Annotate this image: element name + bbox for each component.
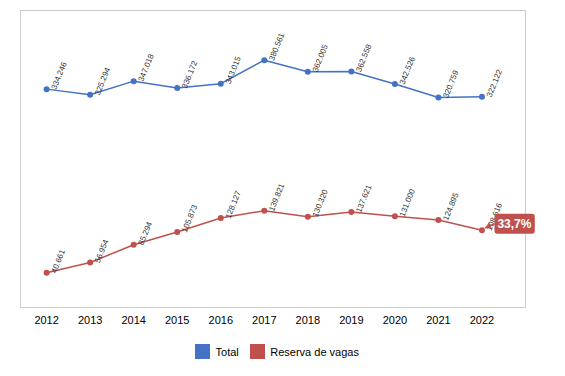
svg-text:85.294: 85.294 [137,220,155,247]
svg-text:362.558: 362.558 [354,42,373,73]
svg-text:320.759: 320.759 [441,69,460,100]
svg-text:2013: 2013 [78,314,102,326]
svg-text:2020: 2020 [383,314,407,326]
svg-text:347.018: 347.018 [137,52,156,83]
svg-text:334.246: 334.246 [50,60,69,91]
svg-text:105.873: 105.873 [180,203,199,234]
svg-text:2017: 2017 [252,314,276,326]
html-text:Total: Total [215,345,239,358]
svg-text:380.561: 380.561 [267,31,286,62]
svg-text:342.526: 342.526 [398,55,417,86]
svg-text:139.821: 139.821 [267,182,286,213]
svg-text:2022: 2022 [470,314,494,326]
svg-text:2016: 2016 [209,314,233,326]
svg-text:137.621: 137.621 [354,183,373,214]
svg-text:322.122: 322.122 [485,68,504,99]
svg-text:131.000: 131.000 [398,187,417,218]
svg-text:130.320: 130.320 [311,188,330,219]
svg-text:2021: 2021 [426,314,450,326]
svg-text:128.127: 128.127 [224,189,243,220]
svg-text:362.005: 362.005 [311,43,330,74]
svg-text:343.015: 343.015 [224,55,243,86]
svg-text:2015: 2015 [165,314,189,326]
svg-text:325.294: 325.294 [93,66,112,97]
svg-text:2019: 2019 [339,314,363,326]
svg-text:124.895: 124.895 [441,191,460,222]
svg-text:56.954: 56.954 [93,238,111,265]
svg-text:336.172: 336.172 [180,59,199,90]
html-text:Reserva de vagas: Reserva de vagas [270,345,359,358]
svg-text:33,7%: 33,7% [497,217,531,231]
svg-text:2012: 2012 [34,314,58,326]
svg-text:40.661: 40.661 [50,248,68,275]
svg-text:2014: 2014 [121,314,145,326]
svg-text:2018: 2018 [296,314,320,326]
